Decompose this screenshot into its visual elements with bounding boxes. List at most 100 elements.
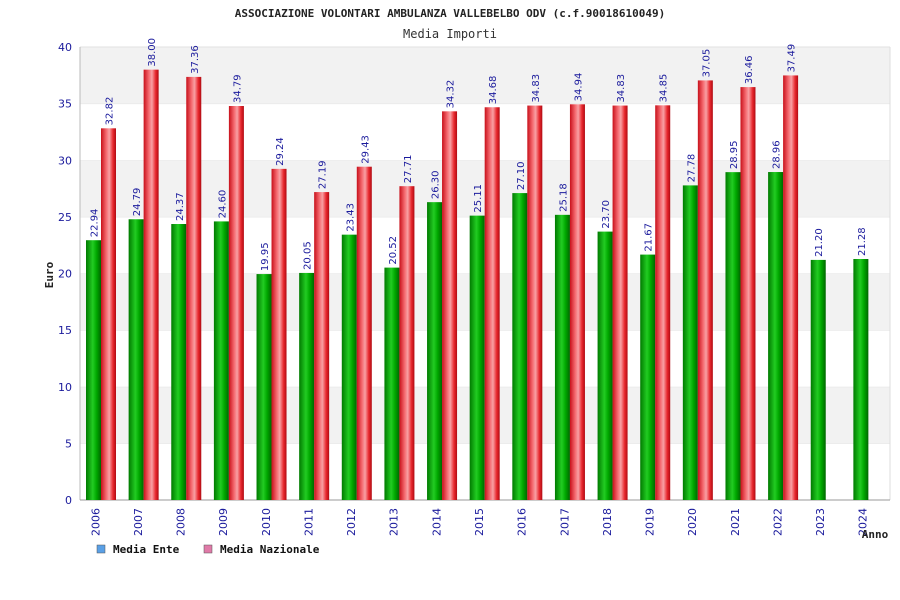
x-tick-label: 2015 xyxy=(473,508,486,536)
bar-media-ente xyxy=(299,272,315,500)
bar-media-nazionale xyxy=(783,75,799,500)
x-tick-label: 2016 xyxy=(516,508,529,536)
x-tick-label: 2024 xyxy=(857,508,870,536)
data-label: 34.83 xyxy=(531,74,542,103)
x-tick-label: 2019 xyxy=(644,508,657,536)
bar-media-ente xyxy=(640,254,656,500)
x-axis-ticks: 2006 2007 2008 2009 2010 2011 2012 2013 2014 2015… xyxy=(89,508,869,536)
bar-media-ente xyxy=(682,185,698,501)
data-label: 34.94 xyxy=(573,73,584,102)
legend: Media Ente Media Nazionale xyxy=(96,543,320,556)
bar-media-ente xyxy=(597,231,613,500)
x-tick-label: 2021 xyxy=(729,508,742,536)
data-label: 26.30 xyxy=(431,171,442,200)
x-tick-label: 2014 xyxy=(430,508,443,536)
y-tick-label: 25 xyxy=(58,211,72,224)
grid-band xyxy=(80,47,890,104)
bar-media-nazionale xyxy=(697,80,713,500)
y-tick-label: 35 xyxy=(58,98,72,111)
bars xyxy=(86,69,869,501)
bar-media-nazionale xyxy=(655,105,671,500)
x-tick-label: 2011 xyxy=(302,508,315,536)
bar-media-ente xyxy=(213,221,229,500)
data-label: 34.79 xyxy=(232,74,243,103)
data-label: 21.28 xyxy=(857,227,868,256)
data-labels: 22.94 32.82 24.79 38.00 24.37 37.36 24.60 34.79… xyxy=(90,38,868,271)
data-label: 37.49 xyxy=(787,44,798,73)
bar-media-ente xyxy=(768,172,784,500)
data-label: 20.05 xyxy=(303,241,314,270)
data-label: 32.82 xyxy=(105,97,116,126)
x-tick-label: 2023 xyxy=(814,508,827,536)
bar-media-ente xyxy=(128,219,144,501)
data-label: 23.70 xyxy=(601,200,612,229)
bar-media-nazionale xyxy=(442,111,458,501)
data-label: 34.83 xyxy=(616,74,627,103)
data-label: 24.79 xyxy=(132,188,143,217)
bar-media-nazionale xyxy=(314,192,330,501)
x-axis-label: Anno xyxy=(862,528,889,541)
bar-media-nazionale xyxy=(143,69,159,501)
bar-media-nazionale xyxy=(271,168,287,500)
bar-media-nazionale xyxy=(569,104,585,500)
data-label: 27.71 xyxy=(403,155,414,184)
x-tick-label: 2018 xyxy=(601,508,614,536)
bar-media-nazionale xyxy=(399,186,415,500)
bar-media-nazionale xyxy=(740,87,756,500)
data-label: 21.67 xyxy=(644,223,655,252)
y-axis-ticks: 0 5 10 15 20 25 30 35 40 xyxy=(58,41,72,507)
x-tick-label: 2012 xyxy=(345,508,358,536)
bar-media-nazionale xyxy=(228,106,244,501)
bar-media-nazionale xyxy=(484,107,500,501)
bar-media-ente xyxy=(469,215,485,500)
data-label: 36.46 xyxy=(744,55,755,84)
x-tick-label: 2013 xyxy=(388,508,401,536)
data-label: 28.96 xyxy=(772,140,783,169)
y-tick-label: 0 xyxy=(65,494,72,507)
bar-media-ente xyxy=(341,234,357,500)
bar-media-nazionale xyxy=(356,166,372,500)
data-label: 24.60 xyxy=(217,190,228,219)
bar-media-ente xyxy=(256,274,272,500)
legend-swatch xyxy=(96,544,106,554)
x-tick-label: 2008 xyxy=(175,508,188,536)
data-label: 20.52 xyxy=(388,236,399,265)
data-label: 29.43 xyxy=(360,135,371,164)
y-tick-label: 40 xyxy=(58,41,72,54)
data-label: 27.78 xyxy=(686,154,697,183)
data-label: 29.24 xyxy=(275,137,286,166)
y-tick-label: 5 xyxy=(65,437,72,450)
bar-media-nazionale xyxy=(101,128,116,500)
bar-media-ente xyxy=(86,240,101,500)
x-tick-label: 2017 xyxy=(558,508,571,536)
data-label: 19.95 xyxy=(260,242,271,271)
x-tick-label: 2009 xyxy=(217,508,230,536)
bar-media-nazionale xyxy=(612,105,628,501)
chart-subtitle: Media Importi xyxy=(403,27,497,41)
y-tick-label: 30 xyxy=(58,154,72,167)
legend-label: Media Nazionale xyxy=(220,543,320,556)
data-label: 22.94 xyxy=(90,209,101,238)
data-label: 27.19 xyxy=(318,160,329,189)
data-label: 34.85 xyxy=(659,74,670,103)
x-tick-label: 2010 xyxy=(260,508,273,536)
data-label: 37.05 xyxy=(701,49,712,78)
data-label: 27.10 xyxy=(516,161,527,190)
x-tick-label: 2020 xyxy=(686,508,699,536)
bar-media-ente xyxy=(853,259,869,500)
y-tick-label: 20 xyxy=(58,268,72,281)
bar-media-ente xyxy=(427,202,443,500)
y-tick-label: 15 xyxy=(58,324,72,337)
bar-media-ente xyxy=(171,224,187,500)
y-tick-label: 10 xyxy=(58,381,72,394)
data-label: 21.20 xyxy=(814,228,825,257)
data-label: 28.95 xyxy=(729,141,740,170)
data-label: 24.37 xyxy=(175,192,186,221)
y-axis-label: Euro xyxy=(43,261,56,288)
data-label: 25.18 xyxy=(558,183,569,212)
bar-media-ente xyxy=(810,259,826,500)
x-tick-label: 2006 xyxy=(89,508,102,536)
bar-media-nazionale xyxy=(186,76,202,500)
data-label: 25.11 xyxy=(473,184,484,213)
